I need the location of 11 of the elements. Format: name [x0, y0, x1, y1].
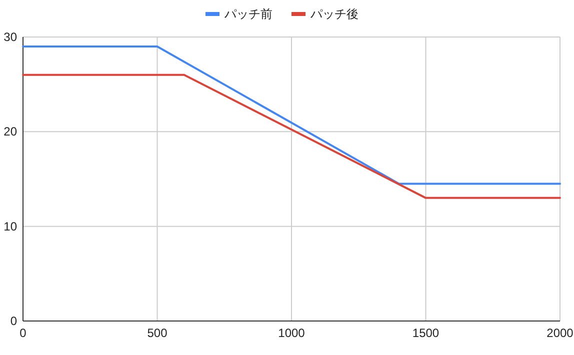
x-tick-label: 1000 — [278, 326, 306, 340]
legend-label: パッチ後 — [310, 7, 358, 21]
y-tick-label: 30 — [4, 30, 18, 44]
x-tick-label: 2000 — [546, 326, 574, 340]
y-tick-label: 10 — [4, 219, 18, 234]
legend-label: パッチ前 — [224, 7, 272, 21]
x-tick-label: 500 — [147, 326, 168, 340]
y-tick-label: 0 — [10, 314, 18, 328]
x-tick-label: 1500 — [412, 326, 440, 340]
y-tick-label: 20 — [4, 124, 18, 139]
x-tick-label: 0 — [20, 326, 27, 340]
